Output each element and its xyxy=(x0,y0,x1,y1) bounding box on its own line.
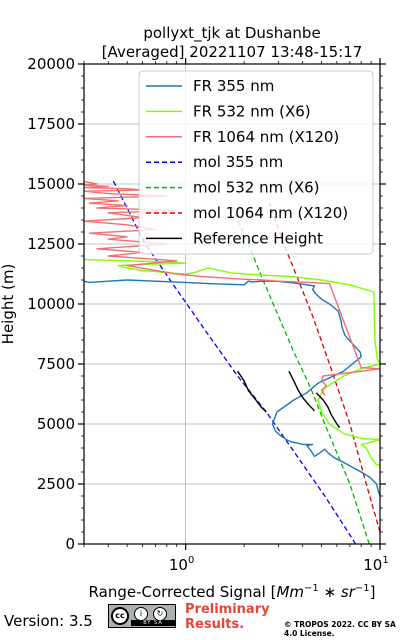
cc-icon: cc xyxy=(111,607,129,625)
sa-icon: ↻ xyxy=(153,607,167,621)
preliminary-results-note: Preliminary Results. xyxy=(185,602,270,632)
major-ticks xyxy=(78,58,386,550)
legend-box xyxy=(138,70,374,255)
copyright-notice: © TROPOS 2022. CC BY SA 4.0 License. xyxy=(284,620,396,638)
series-line-reference-height xyxy=(315,392,341,429)
x-tick-label: 100 xyxy=(169,555,194,574)
y-tick-label: 10000 xyxy=(27,295,75,313)
legend-label-fr-355-nm: FR 355 nm xyxy=(193,77,274,95)
version-label: Version: 3.5 xyxy=(4,612,93,630)
by-icon: i xyxy=(134,607,148,621)
series-line-reference-height xyxy=(237,370,267,413)
y-tick-label: 5000 xyxy=(37,415,75,433)
cc-license-badge[interactable]: cc i ↻ BY SA xyxy=(108,604,176,628)
plot-frame xyxy=(83,63,381,545)
y-axis-label: Height (m) xyxy=(0,264,17,345)
series-line-fr-1064-nm-x120 xyxy=(84,180,380,396)
tick-labels: 0 2500 5000 7500 10000 12500 15000 17500 20000 10… xyxy=(27,55,388,574)
y-tick-label: 12500 xyxy=(27,235,75,253)
y-tick-label: 20000 xyxy=(27,55,75,73)
legend-label-mol-355-nm: mol 355 nm xyxy=(193,153,283,171)
x-axis-label: Range-Corrected Signal [Mm−1 ∗ sr−1] xyxy=(89,583,376,601)
series-line-fr-355-nm xyxy=(84,279,380,497)
series-line-mol-532-nm-x6 xyxy=(229,202,370,544)
legend: FR 355 nm FR 532 nm (X6) FR 1064 nm (X120)… xyxy=(138,70,374,255)
legend-label-reference-height: Reference Height xyxy=(193,229,323,247)
y-tick-label: 7500 xyxy=(37,355,75,373)
cc-bar-label: BY SA xyxy=(131,620,175,626)
chart-subtitle: [Averaged] 20221107 13:48-15:17 xyxy=(102,43,363,61)
legend-label-mol-1064-nm-x120: mol 1064 nm (X120) xyxy=(193,204,348,222)
y-tick-label: 0 xyxy=(65,535,75,553)
y-tick-label: 2500 xyxy=(37,475,75,493)
y-tick-label: 17500 xyxy=(27,115,75,133)
series-line-reference-height xyxy=(288,370,316,412)
y-tick-label: 15000 xyxy=(27,175,75,193)
series-line-fr-532-nm-x6 xyxy=(84,258,380,466)
legend-label-mol-532-nm-x6: mol 532 nm (X6) xyxy=(193,179,320,197)
x-tick-label: 101 xyxy=(363,555,388,574)
legend-label-fr-532-nm-x6: FR 532 nm (X6) xyxy=(193,102,311,120)
legend-label-fr-1064-nm-x120: FR 1064 nm (X120) xyxy=(193,128,339,146)
chart-title: pollyxt_tjk at Dushanbe xyxy=(143,24,320,43)
